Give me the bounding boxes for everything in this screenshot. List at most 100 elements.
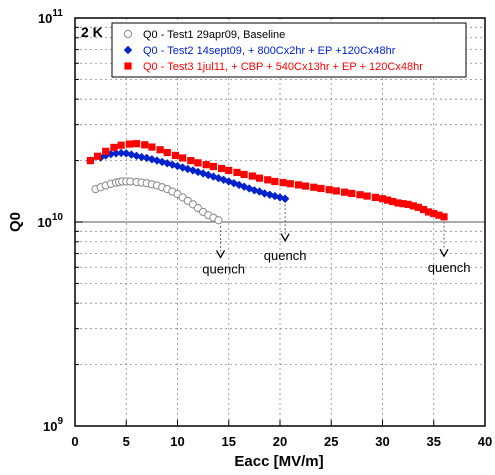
data-point xyxy=(317,184,325,193)
data-point xyxy=(194,159,202,167)
series-1 xyxy=(91,177,223,225)
data-point xyxy=(122,149,131,158)
data-point xyxy=(414,203,422,211)
data-point xyxy=(198,169,208,178)
quench-arrowhead xyxy=(215,250,226,259)
quench-label: quench xyxy=(202,261,245,276)
data-point xyxy=(363,192,371,200)
data-point xyxy=(148,143,156,151)
x-tick-label: 35 xyxy=(427,434,441,449)
series-2 xyxy=(86,148,290,203)
data-point xyxy=(245,184,254,193)
y-tick-base: 10 xyxy=(43,419,57,434)
data-point xyxy=(240,170,248,179)
x-tick-label: 40 xyxy=(478,434,492,449)
data-point xyxy=(255,174,264,182)
x-tick-label: 0 xyxy=(71,434,78,449)
quench-label: quench xyxy=(428,260,471,275)
annotations: quench quench quench xyxy=(202,200,470,276)
y-axis-title: Q0 xyxy=(7,212,24,232)
data-point xyxy=(116,148,126,158)
data-point xyxy=(93,152,102,160)
legend-entries: Q0 - Test1 29apr09, Baseline Q0 - Test2 1… xyxy=(123,29,423,73)
data-point xyxy=(152,156,162,165)
legend-label: Q0 - Test1 29apr09, Baseline xyxy=(143,29,285,41)
data-point xyxy=(157,157,167,167)
quench-label: quench xyxy=(264,248,307,263)
legend-marker xyxy=(123,29,133,39)
data-point xyxy=(168,160,177,169)
legend-label: Q0 - Test3 1jul11, + CBP + 540Cx13hr + E… xyxy=(143,61,423,73)
data-point xyxy=(110,143,118,152)
data-point xyxy=(348,189,356,198)
data-point xyxy=(294,181,303,189)
data-point xyxy=(430,209,438,218)
x-tick-label: 10 xyxy=(170,434,184,449)
data-point xyxy=(171,151,180,160)
x-axis-title: Eacc [MV/m] xyxy=(234,453,323,470)
data-point xyxy=(132,140,141,148)
data-point xyxy=(340,188,349,196)
y-tick-exponent: 9 xyxy=(57,416,63,427)
data-point xyxy=(156,146,164,154)
y-tick-base: 10 xyxy=(37,215,51,230)
y-tick-label: 1011 xyxy=(38,8,63,26)
legend-box xyxy=(111,22,467,78)
data-point xyxy=(332,187,340,195)
data-point xyxy=(217,164,226,173)
data-point xyxy=(225,166,233,175)
data-point xyxy=(187,156,195,165)
y-tick-label: 109 xyxy=(43,416,63,434)
data-point xyxy=(141,141,149,149)
series-3 xyxy=(86,140,448,221)
data-point xyxy=(371,193,379,202)
legend-marker xyxy=(124,62,132,70)
data-point xyxy=(271,177,279,186)
data-point xyxy=(389,197,397,206)
data-point xyxy=(302,182,310,190)
data-point xyxy=(117,141,125,149)
data-point xyxy=(286,180,294,188)
data-point xyxy=(219,175,228,185)
data-point xyxy=(280,194,290,203)
data-point xyxy=(440,213,448,221)
x-tick-label: 25 xyxy=(324,434,338,449)
legend-label: Q0 - Test2 14sept09, + 800Cx2hr + EP +12… xyxy=(143,45,396,57)
x-tick-label: 15 xyxy=(222,434,236,449)
data-point xyxy=(106,149,116,159)
data-point xyxy=(214,216,223,225)
data-point xyxy=(173,161,182,171)
data-point xyxy=(325,186,333,194)
data-point xyxy=(264,176,272,184)
data-point xyxy=(111,149,121,158)
data-point xyxy=(183,164,192,174)
data-point xyxy=(419,206,428,214)
series-group xyxy=(86,140,448,225)
data-point xyxy=(202,161,210,169)
data-point xyxy=(270,191,280,201)
y-tick-exponent: 10 xyxy=(52,212,64,223)
data-point xyxy=(233,168,241,177)
x-tick-label: 30 xyxy=(375,434,389,449)
data-point xyxy=(132,151,141,161)
data-point xyxy=(399,200,407,208)
x-tick-label: 5 xyxy=(123,434,130,449)
data-point xyxy=(310,183,318,191)
quench-arrowhead xyxy=(280,233,290,242)
panel-label: 2 K xyxy=(81,24,103,40)
y-tick-exponent: 11 xyxy=(52,8,63,19)
y-tick-label: 1010 xyxy=(37,212,63,230)
data-point xyxy=(179,154,187,162)
data-point xyxy=(137,152,146,162)
data-point xyxy=(102,147,110,155)
data-point xyxy=(384,196,392,204)
data-point xyxy=(356,191,364,199)
data-point xyxy=(378,195,387,203)
data-point xyxy=(425,208,433,216)
data-point xyxy=(279,179,287,187)
quench-arrowhead xyxy=(439,248,449,258)
data-point xyxy=(86,156,94,165)
data-point xyxy=(435,211,443,219)
data-point xyxy=(209,162,217,171)
x-tick-label: 20 xyxy=(273,434,287,449)
